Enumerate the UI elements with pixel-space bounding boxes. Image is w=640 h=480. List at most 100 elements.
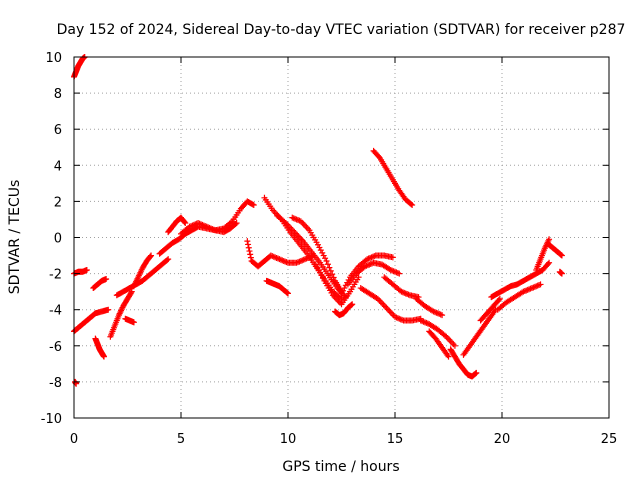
data-point: [389, 254, 396, 261]
data-point: [128, 289, 135, 296]
data-point: [327, 267, 334, 274]
y-tick-label: 6: [54, 123, 62, 138]
data-point: [182, 220, 189, 227]
x-tick-label: 5: [177, 432, 185, 447]
series-arc-10: [130, 252, 155, 290]
data-point: [324, 261, 331, 268]
y-tick-label: 0: [54, 232, 62, 247]
data-point: [545, 260, 552, 267]
y-tick-label: -2: [49, 268, 62, 283]
data-point: [451, 342, 458, 349]
data-point: [247, 251, 254, 258]
y-tick-label: -4: [49, 304, 62, 319]
series-arc-33: [546, 241, 565, 259]
y-tick-label: -10: [41, 412, 62, 427]
data-point: [130, 319, 137, 326]
data-point: [326, 264, 333, 271]
grid: [74, 57, 609, 418]
series-arc-6: [92, 335, 107, 360]
x-tick-label: 15: [387, 432, 404, 447]
series-arc-26: [426, 328, 452, 360]
data-point: [473, 369, 480, 376]
data-point: [472, 370, 479, 377]
data-point: [329, 271, 336, 278]
series-arc-20: [338, 252, 396, 297]
series-arc-21: [344, 259, 403, 288]
data-point: [409, 202, 416, 209]
data-point: [249, 201, 256, 208]
series-arc-25: [417, 317, 458, 349]
data-point: [558, 252, 565, 259]
y-tick-label: 8: [54, 87, 62, 102]
data-point: [396, 270, 403, 277]
series-arc-19: [332, 301, 356, 319]
y-tick-label: 10: [45, 51, 62, 66]
series-arc-27: [447, 346, 480, 380]
series-arc-3: [71, 306, 112, 335]
y-tick-label: -6: [49, 340, 62, 355]
data-point: [148, 252, 155, 259]
series-arc-4: [72, 378, 80, 387]
x-tick-label: 0: [70, 432, 78, 447]
data-point: [250, 202, 257, 209]
data-point: [232, 220, 239, 227]
data-point: [105, 306, 112, 313]
data-point: [330, 274, 337, 281]
data-point: [285, 290, 291, 297]
x-tick-label: 20: [494, 432, 511, 447]
series-arc-9: [113, 256, 172, 299]
series-arc-35: [263, 277, 291, 297]
data-point: [558, 270, 565, 277]
series-arc-23: [381, 274, 422, 301]
x-tick-label: 10: [280, 432, 297, 447]
x-tick-label: 25: [601, 432, 618, 447]
data-point: [233, 220, 240, 227]
data-point: [496, 295, 503, 302]
series-arc-12: [165, 214, 189, 236]
data-point: [445, 353, 452, 360]
data-point: [147, 253, 154, 260]
data-point: [103, 276, 110, 283]
series-arc-30: [488, 259, 553, 301]
data-point: [317, 247, 324, 254]
data-point: [348, 301, 355, 308]
data-point: [245, 241, 252, 248]
y-tick-label: 2: [54, 195, 62, 210]
series-arc-7: [107, 288, 135, 340]
data-point: [439, 312, 446, 319]
series-arc-31: [494, 281, 544, 313]
data-point: [375, 153, 382, 160]
series-arc-24: [413, 295, 446, 319]
data-point: [247, 254, 254, 261]
axis-ticks: 0 5 10 15 20 25 -10 -8 -6 -4 -2 0 2 4 6 8 10: [41, 51, 618, 447]
data-point: [181, 219, 188, 226]
data-point: [165, 256, 172, 263]
data-point: [323, 257, 330, 264]
series-arc-28: [460, 306, 499, 358]
chart-title: Day 152 of 2024, Sidereal Day-to-day VTE…: [57, 22, 626, 38]
data-point: [83, 266, 90, 273]
data-point: [246, 248, 253, 255]
series-arc-8: [122, 315, 137, 326]
data-point: [100, 353, 107, 360]
series-arc-36: [370, 147, 416, 209]
data-point: [164, 257, 171, 264]
series-arc-18: [312, 261, 362, 308]
data-point: [408, 201, 415, 208]
series-arc-13: [178, 220, 240, 237]
data-point: [546, 236, 553, 243]
data-point: [245, 244, 252, 251]
series-arc-22: [357, 285, 424, 324]
data-point: [537, 281, 544, 288]
data-point: [284, 289, 291, 296]
series-arc-2: [71, 266, 90, 277]
x-axis-label: GPS time / hours: [282, 459, 399, 475]
series-arc-34: [556, 268, 565, 277]
data-point: [546, 259, 553, 266]
data-point: [349, 301, 356, 308]
data-point: [319, 275, 326, 282]
y-tick-label: -8: [49, 376, 62, 391]
data-point: [244, 238, 251, 245]
data-points: [71, 54, 565, 387]
